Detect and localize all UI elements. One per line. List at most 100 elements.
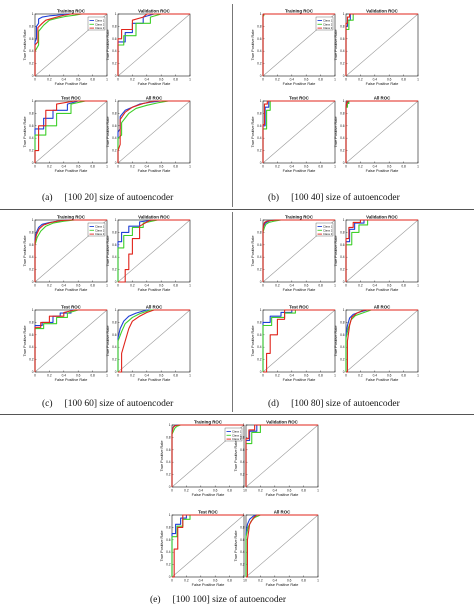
y-tick-label: 0.8 [340, 111, 345, 115]
x-axis-label: False Positive Rate [283, 288, 316, 292]
y-tick-label: 0.8 [240, 435, 245, 439]
roc-curve-class-1 [117, 100, 190, 163]
x-tick-label: 0.8 [90, 78, 95, 82]
y-tick-label: 0.6 [240, 538, 245, 542]
roc-curve-class-3 [345, 13, 418, 76]
y-tick-label: 0 [115, 370, 117, 374]
y-tick-label: 0.2 [257, 149, 262, 153]
y-tick-label: 0.4 [340, 255, 345, 259]
y-tick-label: 0.8 [29, 24, 34, 28]
chance-diagonal [345, 219, 419, 283]
y-axis-label: True Positive Rate [251, 116, 255, 147]
roc-curve-class-3 [245, 424, 318, 487]
x-tick-label: 0 [117, 165, 119, 169]
y-tick-label: 0.6 [257, 243, 262, 247]
x-tick-label: 0.8 [173, 78, 178, 82]
y-tick-label: 0.6 [29, 243, 34, 247]
x-tick-label: 0 [262, 78, 264, 82]
x-tick-label: 0.2 [358, 284, 363, 288]
y-tick-label: 0.4 [112, 136, 117, 140]
y-tick-label: 1 [115, 12, 117, 16]
x-axis-label: False Positive Rate [366, 378, 399, 382]
x-tick-label: 0.6 [159, 165, 164, 169]
y-tick-label: 0.2 [112, 268, 117, 272]
x-tick-label: 0.4 [290, 284, 295, 288]
chance-diagonal [117, 309, 191, 373]
plot-title: Validation ROC [138, 9, 171, 14]
plot-title: Test ROC [61, 305, 82, 310]
y-tick-label: 0.2 [340, 149, 345, 153]
y-tick-label: 0.2 [29, 149, 34, 153]
y-tick-label: 1 [343, 99, 345, 103]
roc-curve-class-3 [118, 219, 190, 283]
x-tick-label: 0.2 [184, 489, 189, 493]
x-tick-label: 0.4 [290, 165, 295, 169]
x-tick-label: 0.4 [290, 374, 295, 378]
y-tick-label: 0.6 [240, 448, 245, 452]
y-tick-label: 0.8 [257, 24, 262, 28]
x-tick-label: 0 [34, 78, 36, 82]
y-tick-label: 0 [343, 74, 345, 78]
x-axis-label: False Positive Rate [55, 378, 88, 382]
y-tick-label: 1 [260, 99, 262, 103]
roc-curve-class-3 [263, 309, 335, 373]
y-tick-label: 0.4 [257, 345, 262, 349]
chance-diagonal [171, 514, 245, 578]
y-tick-label: 0.8 [112, 24, 117, 28]
y-tick-label: 1 [32, 99, 34, 103]
y-tick-label: 0 [169, 575, 171, 579]
x-tick-label: 0.4 [62, 78, 67, 82]
x-tick-label: 1 [189, 78, 191, 82]
roc-plot-a-3: 0 0.2 0.4 0.6 0.8 1 0 0.2 0.4 0.6 0.8 1 False Positi… [23, 96, 108, 174]
y-tick-label: 0.4 [340, 345, 345, 349]
x-tick-label: 0.4 [373, 374, 378, 378]
y-tick-label: 0.2 [240, 473, 245, 477]
roc-curve-class-1 [117, 219, 190, 282]
x-tick-label: 0.2 [275, 284, 280, 288]
x-axis-label: False Positive Rate [283, 169, 316, 173]
x-tick-label: 0.6 [76, 374, 81, 378]
x-tick-label: 0.6 [304, 374, 309, 378]
legend-label: Class 2 [232, 433, 242, 437]
x-tick-label: 0.6 [76, 165, 81, 169]
y-axis-label: True Positive Rate [23, 235, 27, 266]
x-tick-label: 0.2 [358, 374, 363, 378]
legend-label: Class 1 [232, 430, 242, 434]
roc-curve-class-1 [262, 309, 335, 372]
x-tick-label: 0.8 [401, 374, 406, 378]
x-tick-label: 0.4 [62, 284, 67, 288]
y-tick-label: 0.8 [112, 230, 117, 234]
x-tick-label: 0.2 [130, 78, 135, 82]
x-tick-label: 0.8 [301, 579, 306, 583]
y-tick-label: 1 [243, 513, 245, 517]
y-tick-label: 0.8 [29, 230, 34, 234]
x-tick-label: 1 [106, 165, 108, 169]
y-tick-label: 0 [243, 485, 245, 489]
x-tick-label: 0.8 [227, 489, 232, 493]
x-tick-label: 0.6 [387, 284, 392, 288]
x-tick-label: 1 [106, 284, 108, 288]
x-tick-label: 0.4 [373, 284, 378, 288]
y-tick-label: 0.4 [257, 136, 262, 140]
y-tick-label: 0.6 [257, 124, 262, 128]
legend-label: Class 2 [95, 228, 105, 232]
plot-title: Test ROC [198, 510, 219, 515]
caption-tag: (e) [150, 595, 161, 605]
y-tick-label: 0.4 [112, 49, 117, 53]
y-tick-label: 0.4 [112, 345, 117, 349]
column-separator-top [232, 4, 233, 207]
x-axis-label: False Positive Rate [366, 82, 399, 86]
chance-diagonal [117, 219, 191, 283]
y-tick-label: 0.4 [257, 255, 262, 259]
y-tick-label: 0.2 [240, 563, 245, 567]
x-tick-label: 0.2 [358, 78, 363, 82]
chance-diagonal [345, 13, 419, 77]
section-divider-2 [0, 414, 474, 415]
x-tick-label: 0.8 [318, 284, 323, 288]
roc-plot-d-3: 0 0.2 0.4 0.6 0.8 1 0 0.2 0.4 0.6 0.8 1 False Positi… [251, 305, 336, 383]
roc-curve-class-1 [117, 309, 190, 372]
roc-curve-class-3 [117, 13, 190, 76]
x-tick-label: 0 [345, 284, 347, 288]
x-axis-label: False Positive Rate [366, 288, 399, 292]
x-tick-label: 0.8 [318, 165, 323, 169]
